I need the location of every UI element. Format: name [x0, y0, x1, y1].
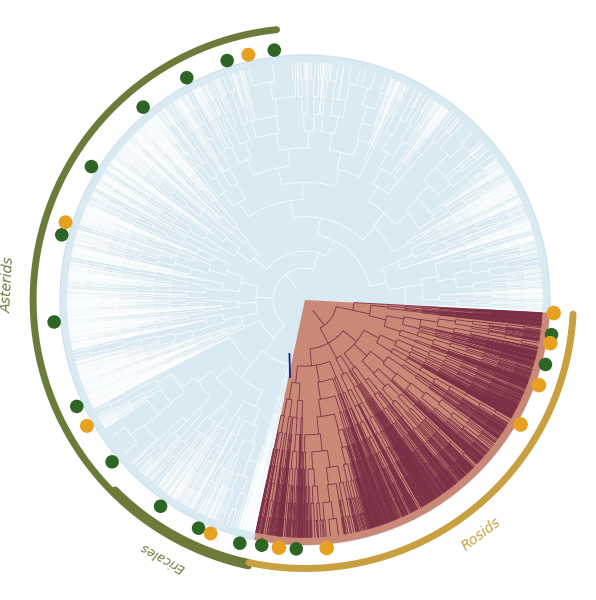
Point	[206, 529, 215, 538]
Circle shape	[60, 55, 550, 545]
Point	[222, 56, 232, 65]
Point	[138, 103, 148, 112]
Point	[541, 359, 550, 369]
Point	[545, 338, 555, 348]
Point	[86, 162, 96, 172]
Point	[269, 46, 279, 55]
Point	[82, 421, 92, 431]
Text: Ericales: Ericales	[138, 540, 187, 575]
Text: Rosids: Rosids	[460, 515, 504, 554]
Point	[182, 73, 191, 82]
Point	[291, 544, 301, 554]
Point	[235, 538, 244, 548]
Point	[57, 230, 67, 239]
Point	[72, 401, 82, 411]
Point	[257, 541, 266, 550]
Point	[534, 380, 544, 390]
Point	[244, 50, 253, 59]
Point	[194, 523, 203, 533]
Point	[107, 457, 117, 467]
Point	[547, 330, 556, 340]
Point	[322, 543, 331, 553]
Point	[49, 317, 59, 327]
Text: Asterids: Asterids	[0, 256, 17, 313]
Point	[61, 217, 70, 227]
Point	[274, 543, 284, 553]
Wedge shape	[254, 300, 550, 545]
Point	[549, 308, 558, 318]
Point	[156, 502, 165, 511]
Point	[516, 419, 525, 429]
